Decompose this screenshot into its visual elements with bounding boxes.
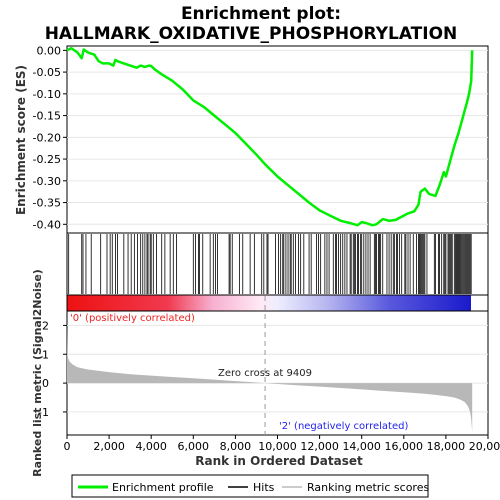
hits-panel	[66, 232, 489, 296]
x-tick-label: 0	[64, 440, 71, 453]
legend: Enrichment profile Hits Ranking metric s…	[71, 474, 429, 498]
legend-frame	[71, 474, 429, 498]
rank-panel-frame	[66, 310, 489, 436]
chart-title-line1: Enrichment plot:	[181, 4, 341, 24]
x-tick-label: 16,000	[385, 440, 424, 453]
x-tick-label: 6,000	[178, 440, 210, 453]
es-y-tick-label: -0.40	[33, 218, 61, 231]
x-tick-label: 18,000	[427, 440, 466, 453]
es-gridlines	[67, 49, 488, 225]
es-panel: 0.00 -0.05 -0.10 -0.15 -0.20 -0.25 -0.30 -0.35 -…	[14, 44, 489, 234]
es-y-tick-label: -0.10	[33, 88, 61, 101]
rank-y-tick-label: 0	[42, 377, 49, 390]
rank-y-ticks: 2 1 0 -1	[38, 319, 67, 419]
es-y-tick-label: -0.25	[33, 153, 61, 166]
rank-y-axis-label: Ranked list metric (Signal2Noise)	[31, 269, 44, 477]
positive-correlation-label: '0' (positively correlated)	[70, 313, 195, 324]
x-tick-label: 4,000	[135, 440, 167, 453]
ranking-metric-area	[67, 326, 473, 433]
rank-y-tick-label: 1	[42, 348, 49, 361]
x-tick-label: 12,000	[300, 440, 339, 453]
enrichment-profile-line	[66, 46, 474, 227]
x-tick-label: 14,000	[342, 440, 381, 453]
es-y-ticks: 0.00 -0.05 -0.10 -0.15 -0.20 -0.25 -0.30 -0.35 -…	[33, 44, 67, 231]
es-y-axis-label: Enrichment score (ES)	[14, 65, 28, 215]
es-panel-frame	[66, 45, 489, 234]
es-y-tick-label: -0.05	[33, 66, 61, 79]
x-axis-ticks: 0 2,000 4,000 6,000 8,000 10,000 12,000 14,000 1…	[64, 435, 500, 453]
es-y-tick-label: -0.35	[33, 197, 61, 210]
rank-y-tick-label: 2	[42, 319, 49, 332]
rank-color-band	[67, 295, 471, 311]
zero-cross-label: Zero cross at 9409	[218, 368, 312, 379]
es-y-tick-label: -0.30	[33, 175, 61, 188]
legend-label-enrichment: Enrichment profile	[112, 481, 214, 494]
rank-y-tick-label: -1	[38, 406, 49, 419]
x-tick-label: 2,000	[93, 440, 125, 453]
hit-lines	[68, 234, 472, 294]
rank-color-band-end	[471, 295, 488, 311]
chart-title-line2: HALLMARK_OXIDATIVE_PHOSPHORYLATION	[45, 24, 458, 44]
es-y-tick-label: 0.00	[37, 44, 62, 57]
x-tick-label: 20,000	[469, 440, 500, 453]
x-tick-label: 8,000	[220, 440, 252, 453]
legend-label-hits: Hits	[253, 481, 275, 494]
es-y-tick-label: -0.20	[33, 131, 61, 144]
x-tick-label: 10,000	[258, 440, 297, 453]
es-y-tick-label: -0.15	[33, 110, 61, 123]
rank-metric-panel: 2 1 0 -1 '0' (positively correlated) Zero c…	[31, 269, 489, 477]
negative-correlation-label: '2' (negatively correlated)	[279, 421, 408, 432]
legend-label-ranking: Ranking metric scores	[307, 481, 429, 494]
x-axis-label: Rank in Ordered Dataset	[195, 454, 363, 468]
